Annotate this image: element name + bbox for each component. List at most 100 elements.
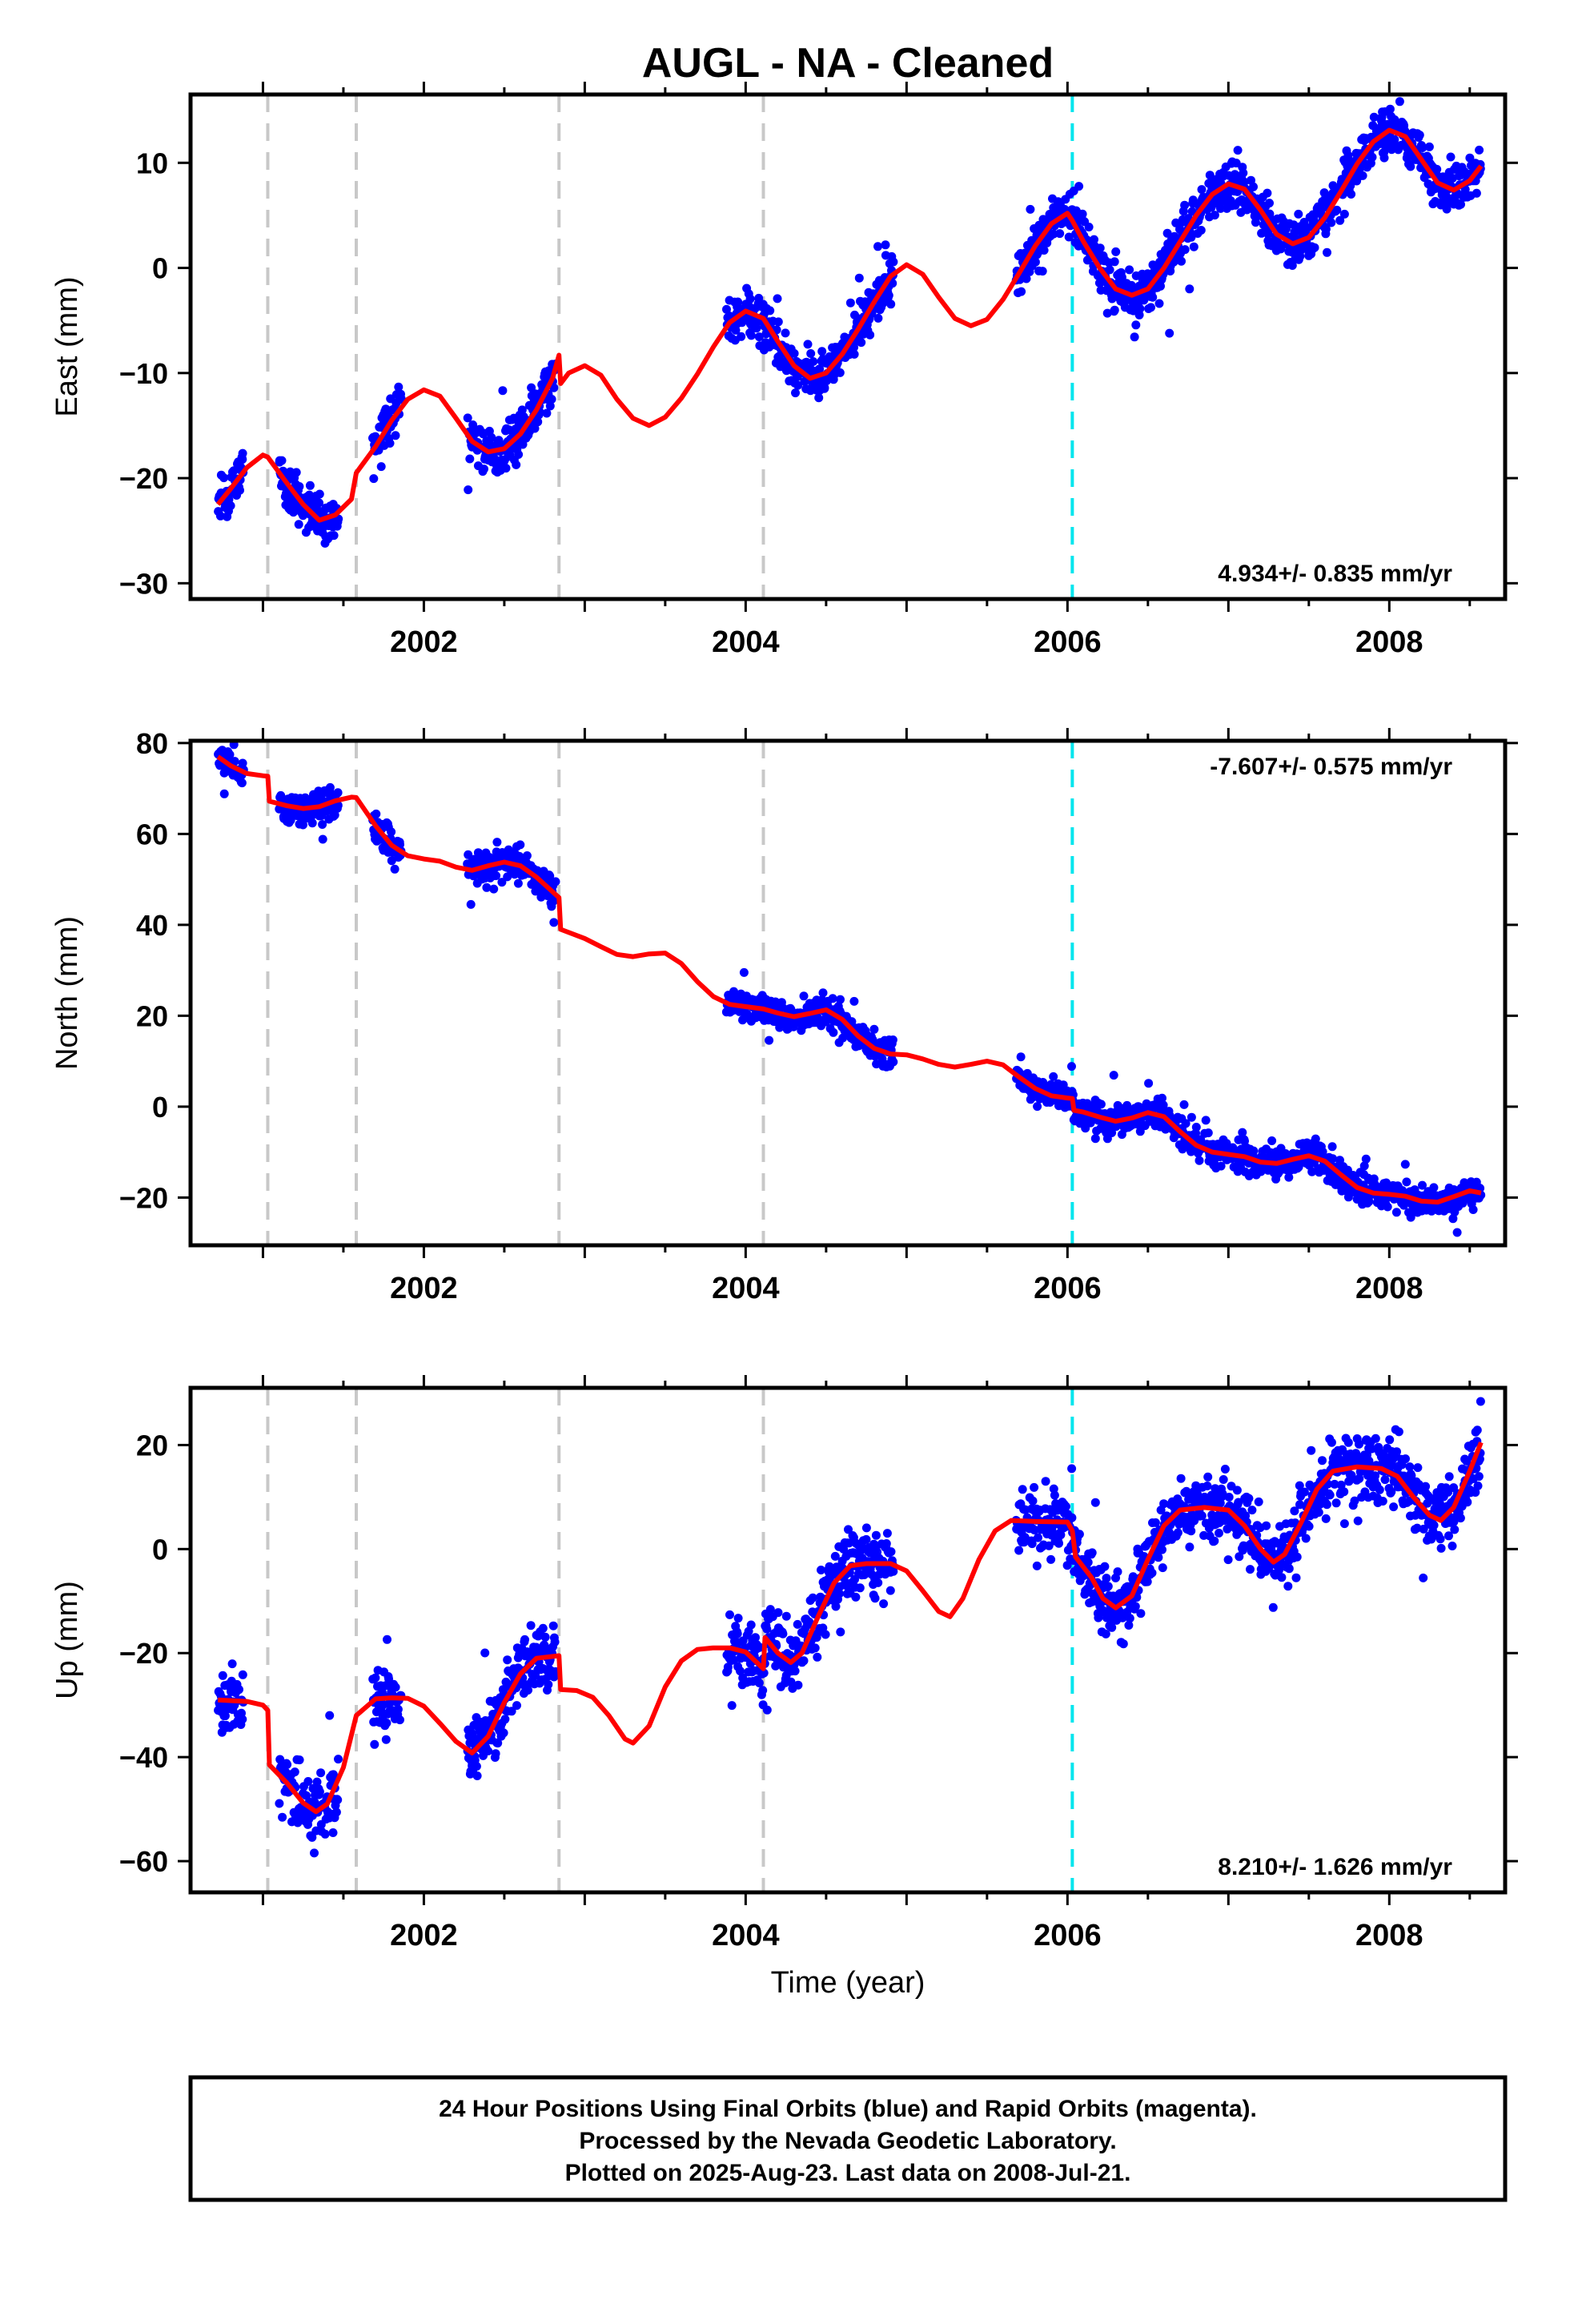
data-point — [238, 758, 247, 768]
data-point — [1361, 1154, 1371, 1164]
data-point — [517, 405, 527, 415]
data-point — [813, 1652, 822, 1662]
data-point — [818, 988, 828, 998]
data-point — [1405, 1462, 1415, 1472]
data-point — [1473, 1481, 1483, 1490]
data-point — [1195, 1156, 1204, 1165]
data-point — [1113, 1567, 1122, 1577]
data-point — [765, 306, 775, 316]
x-tick-label: 2008 — [1355, 625, 1423, 659]
x-tick-label: 2008 — [1355, 1919, 1423, 1952]
data-point — [391, 431, 400, 440]
data-point — [752, 324, 761, 333]
data-point — [736, 1667, 745, 1676]
data-point — [1148, 292, 1158, 302]
data-point — [1186, 1526, 1196, 1536]
y-axis-label: Up (mm) — [50, 1581, 84, 1699]
data-point — [1375, 1485, 1384, 1494]
data-point — [1216, 203, 1225, 213]
data-point — [290, 1767, 299, 1777]
data-point — [793, 380, 803, 390]
data-point — [307, 1832, 317, 1842]
data-point — [549, 918, 559, 927]
data-point — [806, 349, 816, 358]
data-point — [1251, 218, 1260, 227]
data-point — [1049, 1072, 1058, 1081]
data-point — [396, 394, 406, 404]
data-point — [219, 473, 229, 483]
data-point — [1401, 1454, 1410, 1464]
data-point — [762, 1624, 772, 1634]
data-point — [821, 1630, 830, 1639]
data-point — [1014, 1546, 1024, 1555]
data-point — [733, 297, 743, 307]
data-point — [230, 757, 239, 766]
data-point — [1330, 1479, 1339, 1489]
data-point — [1210, 1536, 1219, 1546]
data-point — [1181, 1119, 1191, 1128]
data-point — [733, 1629, 742, 1638]
data-point — [545, 401, 555, 411]
footer-line-3: Plotted on 2025-Aug-23. Last data on 200… — [565, 2160, 1131, 2186]
data-point — [1265, 199, 1274, 208]
data-point — [1033, 1102, 1042, 1112]
data-point — [1332, 205, 1342, 215]
data-point — [1134, 310, 1144, 320]
data-point — [524, 1686, 532, 1695]
data-point — [820, 383, 829, 392]
data-point — [463, 413, 472, 423]
data-point — [548, 1621, 558, 1630]
data-point — [729, 987, 738, 996]
data-point — [1067, 1513, 1077, 1522]
footer-line-1: 24 Hour Positions Using Final Orbits (bl… — [439, 2096, 1257, 2122]
data-point — [1062, 1502, 1070, 1511]
data-point — [758, 1686, 768, 1695]
data-point — [237, 778, 247, 788]
data-point — [786, 1677, 796, 1687]
data-point — [1364, 1196, 1374, 1206]
position-points — [214, 1397, 1485, 1858]
data-point — [1378, 1497, 1387, 1506]
y-tick-label: 10 — [136, 147, 168, 179]
data-point — [391, 1683, 400, 1692]
data-point — [754, 332, 764, 342]
data-point — [1026, 204, 1035, 214]
data-point — [1090, 1134, 1100, 1144]
data-point — [1125, 1614, 1134, 1623]
data-point — [229, 466, 239, 476]
y-tick-label: −10 — [119, 357, 168, 390]
data-point — [834, 1589, 844, 1598]
data-point — [376, 462, 386, 472]
y-tick-label: 0 — [152, 1091, 168, 1124]
data-point — [1171, 218, 1181, 227]
data-point — [226, 501, 235, 510]
data-point — [1339, 1519, 1349, 1529]
data-point — [1287, 261, 1297, 270]
y-axis-label: East (mm) — [50, 276, 84, 416]
data-point — [465, 454, 475, 464]
data-point — [872, 1059, 881, 1069]
data-point — [522, 851, 532, 860]
data-point — [1102, 1574, 1111, 1583]
data-point — [382, 1719, 391, 1727]
data-point — [501, 464, 511, 473]
data-point — [1158, 1100, 1168, 1110]
data-point — [849, 996, 859, 1006]
data-point — [334, 1755, 343, 1764]
data-point — [817, 347, 827, 356]
data-point — [1307, 1445, 1316, 1455]
data-point — [1041, 1477, 1050, 1486]
data-point — [1350, 1496, 1359, 1506]
data-point — [1087, 1548, 1097, 1558]
data-point — [498, 386, 508, 396]
data-point — [1456, 1514, 1465, 1523]
data-point — [830, 1551, 840, 1561]
data-point — [315, 498, 323, 508]
data-point — [1299, 1487, 1309, 1497]
data-point — [1146, 303, 1155, 312]
data-point — [305, 480, 315, 490]
data-point — [516, 840, 525, 850]
data-point — [1444, 1472, 1454, 1482]
data-point — [1339, 209, 1349, 219]
data-point — [773, 1608, 783, 1618]
